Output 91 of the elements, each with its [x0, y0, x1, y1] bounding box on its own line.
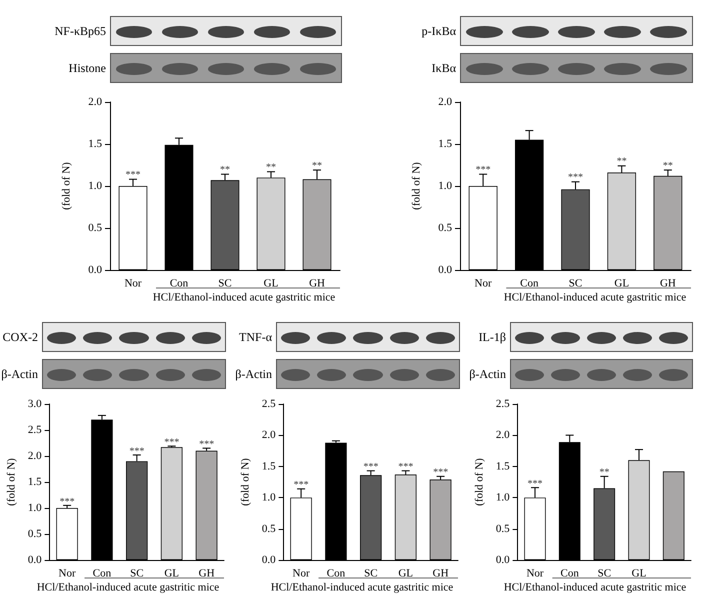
y-axis-title: (fold of N)	[474, 458, 486, 506]
y-tick-label: 2.0	[28, 450, 42, 462]
annotation: **	[312, 160, 322, 172]
x-axis-title: HCl/Ethanol-induced acute gastritic mice	[270, 582, 454, 594]
y-tick-label: 2.5	[262, 398, 276, 410]
x-tick-label: Con	[92, 568, 112, 580]
annotation: ***	[527, 478, 542, 490]
x-axis-title: HCl/Ethanol-induced acute gastritic mice	[504, 582, 686, 594]
text: β-Actin	[234, 367, 272, 382]
annotation: ***	[476, 164, 491, 176]
x-tick-label: SC	[218, 278, 232, 290]
y-tick-label: 2.0	[438, 96, 452, 108]
x-tick-label: GH	[309, 278, 325, 290]
text: TNF-α	[238, 330, 272, 345]
annotation: ***	[568, 172, 583, 184]
y-tick-label: 1.0	[438, 180, 452, 192]
y-tick-label: 1.5	[28, 476, 42, 488]
text: Histone	[68, 61, 106, 76]
x-tick-label: GL	[398, 568, 414, 580]
y-tick-label: 0.0	[496, 554, 510, 566]
y-tick-label: 0.0	[438, 264, 452, 276]
annotation: ***	[60, 496, 75, 508]
text: p-IκBα	[420, 24, 456, 39]
annotation: ***	[433, 467, 448, 478]
x-tick-label: Con	[520, 278, 539, 290]
y-tick-label: 2.5	[28, 424, 42, 436]
y-tick-label: 0.5	[438, 222, 452, 234]
x-tick-label: GL	[164, 568, 180, 580]
x-tick-label: GH	[432, 568, 449, 580]
text: COX-2	[2, 330, 38, 345]
x-tick-label: Nor	[124, 278, 142, 290]
y-axis-title: (fold of N)	[240, 458, 252, 506]
x-tick-label: GH	[660, 278, 676, 290]
y-tick-label: 1.0	[28, 502, 42, 514]
y-tick-label: 1.5	[262, 460, 276, 472]
annotation: ***	[294, 480, 309, 491]
y-tick-label: 2.0	[88, 96, 102, 108]
x-tick-label: Con	[326, 568, 346, 580]
text: IκBα	[430, 61, 456, 76]
annotation: **	[599, 467, 610, 478]
annotation: ***	[199, 439, 214, 450]
x-axis-title: HCl/Ethanol-induced acute gastritic mice	[152, 292, 336, 304]
annotation: ***	[126, 170, 140, 181]
annotation: ***	[129, 446, 144, 457]
annotation: **	[266, 162, 276, 174]
x-tick-label: Nor	[58, 568, 76, 580]
x-tick-label: GL	[632, 568, 647, 580]
annotation: **	[662, 160, 673, 172]
y-tick-label: 2.5	[496, 398, 510, 410]
y-axis-title: (fold of N)	[60, 162, 72, 210]
x-tick-label: Nor	[292, 568, 310, 580]
x-tick-label: GL	[264, 278, 279, 290]
y-tick-label: 1.5	[438, 138, 452, 150]
y-tick-label: 1.0	[262, 492, 276, 504]
y-tick-label: 1.5	[88, 138, 102, 150]
annotation: ***	[164, 436, 180, 448]
x-tick-label: Nor	[474, 278, 492, 290]
text: IL-1β	[478, 330, 506, 345]
y-tick-label: 0.5	[88, 222, 102, 234]
y-tick-label: 3.0	[28, 398, 42, 410]
y-tick-label: 0.0	[262, 554, 276, 566]
y-tick-label: 2.0	[496, 429, 510, 442]
y-tick-label: 1.0	[88, 180, 102, 192]
y-axis-title: (fold of N)	[6, 458, 18, 506]
x-tick-label: SC	[598, 568, 612, 580]
y-tick-label: 0.0	[88, 264, 102, 276]
y-tick-label: 1.0	[496, 492, 510, 504]
x-tick-label: Con	[560, 568, 580, 580]
x-tick-label: SC	[364, 568, 378, 580]
x-tick-label: Con	[170, 278, 189, 290]
annotation: ***	[363, 462, 378, 473]
text: NF-κBp65	[54, 24, 106, 39]
annotation: **	[616, 156, 627, 168]
y-tick-label: 1.5	[496, 460, 510, 472]
x-tick-label: Nor	[526, 568, 544, 580]
y-tick-label: 0.0	[28, 554, 42, 566]
x-tick-label: GH	[198, 568, 215, 580]
text: β-Actin	[0, 367, 38, 382]
annotation: **	[220, 164, 230, 176]
y-tick-label: 0.5	[28, 528, 42, 540]
x-axis-title: HCl/Ethanol-induced acute gastritic mice	[504, 292, 686, 304]
y-tick-label: 0.5	[496, 522, 510, 535]
x-tick-label: SC	[130, 568, 144, 580]
y-tick-label: 0.5	[262, 522, 276, 535]
text: β-Actin	[468, 367, 506, 382]
x-axis-title: HCl/Ethanol-induced acute gastritic mice	[36, 582, 220, 594]
x-tick-label: GL	[614, 278, 630, 290]
x-tick-label: SC	[568, 278, 582, 290]
y-axis-title: (fold of N)	[410, 162, 422, 210]
annotation: ***	[398, 462, 414, 473]
y-tick-label: 2.0	[262, 429, 276, 442]
